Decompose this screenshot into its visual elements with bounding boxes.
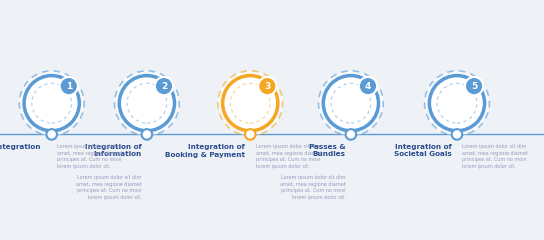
Ellipse shape xyxy=(323,76,379,131)
Text: Lorem ipsum dolor sit dim
amet, mea regione diamet
principes at. Cum no movi
lor: Lorem ipsum dolor sit dim amet, mea regi… xyxy=(462,144,528,169)
Text: 1: 1 xyxy=(66,82,72,90)
Ellipse shape xyxy=(452,129,462,140)
Ellipse shape xyxy=(218,71,283,136)
Ellipse shape xyxy=(222,76,278,131)
Ellipse shape xyxy=(359,77,377,95)
Text: Lorem ipsum dolor sit dim
amet, mea regione diamet
principes at. Cum no movi
lor: Lorem ipsum dolor sit dim amet, mea regi… xyxy=(280,175,345,200)
Text: Lorem ipsum dolor sit dim
amet, mea regione diamet
principes at. Cum no movi
lor: Lorem ipsum dolor sit dim amet, mea regi… xyxy=(57,144,123,169)
Text: Passes &
Bundles: Passes & Bundles xyxy=(309,144,345,157)
Ellipse shape xyxy=(318,71,384,136)
Ellipse shape xyxy=(245,129,256,140)
Text: Lorem ipsum dolor sit dim
amet, mea regione diamet
principes at. Cum no movi
lor: Lorem ipsum dolor sit dim amet, mea regi… xyxy=(76,175,141,200)
Ellipse shape xyxy=(345,129,356,140)
Text: Lorem ipsum dolor sit dim
amet, mea regione diamet
principes at. Cum no movi
lor: Lorem ipsum dolor sit dim amet, mea regi… xyxy=(256,144,322,169)
Ellipse shape xyxy=(258,77,276,95)
Text: 4: 4 xyxy=(365,82,371,90)
Ellipse shape xyxy=(141,129,152,140)
Ellipse shape xyxy=(429,76,485,131)
Text: Integration of
Information: Integration of Information xyxy=(85,144,141,157)
Ellipse shape xyxy=(19,71,84,136)
Ellipse shape xyxy=(46,129,57,140)
Text: Integration of
Booking & Payment: Integration of Booking & Payment xyxy=(165,144,245,157)
Text: 5: 5 xyxy=(471,82,477,90)
Ellipse shape xyxy=(114,71,180,136)
Text: 3: 3 xyxy=(264,82,270,90)
Ellipse shape xyxy=(155,77,173,95)
Ellipse shape xyxy=(24,76,79,131)
Ellipse shape xyxy=(60,77,78,95)
Ellipse shape xyxy=(119,76,175,131)
Ellipse shape xyxy=(465,77,483,95)
Ellipse shape xyxy=(424,71,490,136)
Text: Integration of
Societal Goals: Integration of Societal Goals xyxy=(394,144,452,157)
Text: 2: 2 xyxy=(161,82,167,90)
Text: No Integration: No Integration xyxy=(0,144,41,150)
